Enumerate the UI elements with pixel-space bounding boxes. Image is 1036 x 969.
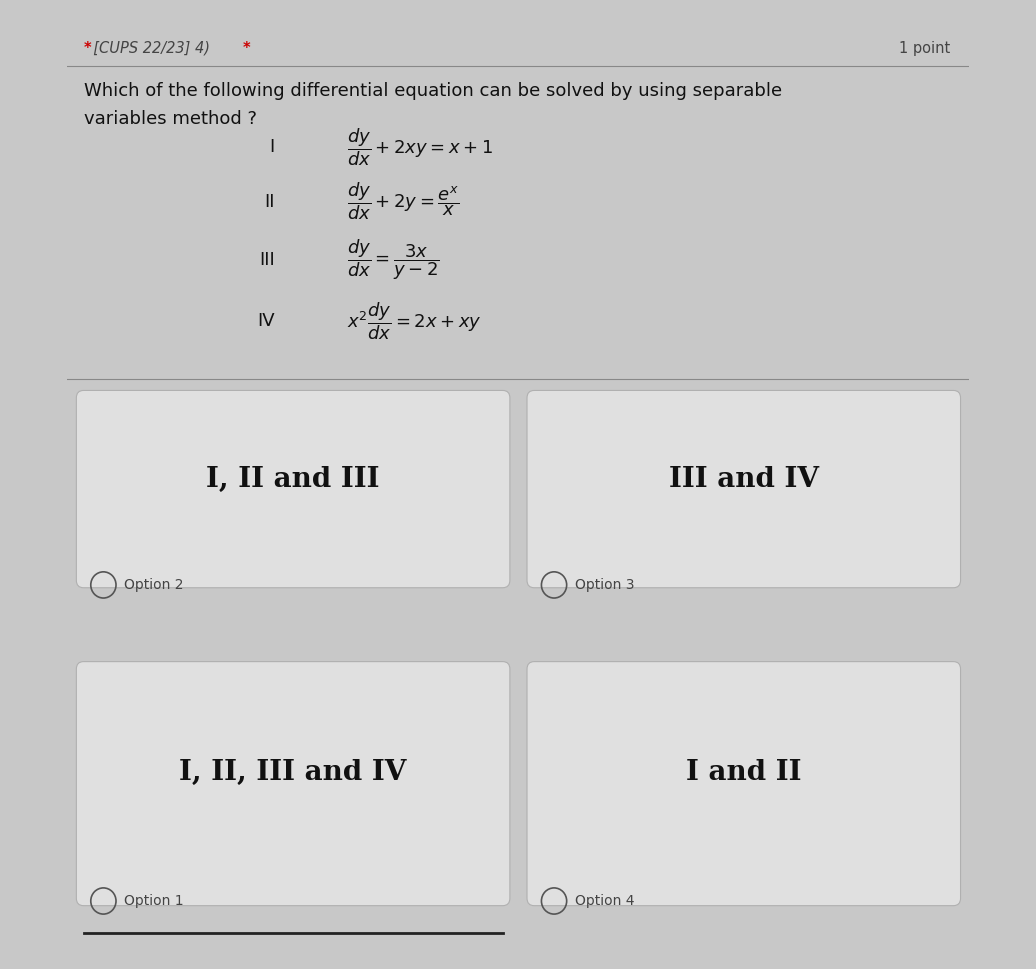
Text: Option 1: Option 1 — [124, 894, 183, 908]
Text: $\dfrac{dy}{dx}=\dfrac{3x}{y-2}$: $\dfrac{dy}{dx}=\dfrac{3x}{y-2}$ — [347, 237, 439, 282]
Text: II: II — [264, 193, 275, 210]
Text: Option 3: Option 3 — [575, 578, 634, 592]
Text: *: * — [243, 41, 251, 55]
Text: III: III — [259, 251, 275, 268]
Text: $\dfrac{dy}{dx}+2xy=x+1$: $\dfrac{dy}{dx}+2xy=x+1$ — [347, 127, 492, 169]
Text: $x^2\dfrac{dy}{dx}=2x+xy$: $x^2\dfrac{dy}{dx}=2x+xy$ — [347, 300, 482, 342]
Text: III and IV: III and IV — [669, 466, 818, 493]
Text: I, II, III and IV: I, II, III and IV — [179, 759, 407, 786]
Text: $\dfrac{dy}{dx}+2y=\dfrac{e^x}{x}$: $\dfrac{dy}{dx}+2y=\dfrac{e^x}{x}$ — [347, 181, 459, 222]
Text: IV: IV — [257, 312, 275, 330]
Text: Option 2: Option 2 — [124, 578, 183, 592]
Text: *: * — [84, 41, 91, 55]
Text: I, II and III: I, II and III — [206, 466, 380, 493]
Text: [CUPS 22/23] 4): [CUPS 22/23] 4) — [84, 41, 219, 55]
Text: 1 point: 1 point — [899, 41, 951, 55]
Text: I: I — [269, 139, 275, 156]
FancyBboxPatch shape — [77, 662, 510, 906]
FancyBboxPatch shape — [527, 391, 960, 588]
FancyBboxPatch shape — [77, 391, 510, 588]
FancyBboxPatch shape — [527, 662, 960, 906]
Text: variables method ?: variables method ? — [84, 109, 257, 128]
Text: Option 4: Option 4 — [575, 894, 634, 908]
Text: Which of the following differential equation can be solved by using separable: Which of the following differential equa… — [84, 81, 782, 100]
Text: I and II: I and II — [686, 759, 802, 786]
